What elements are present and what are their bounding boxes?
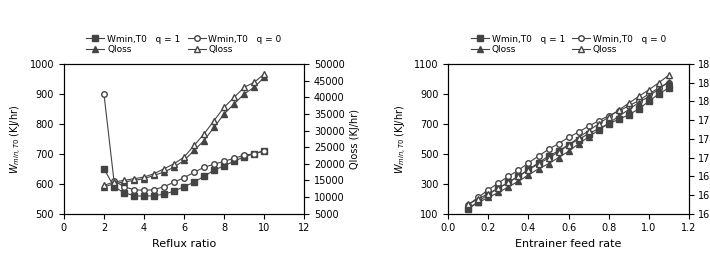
Y-axis label: $W_{min,T0}$ (KJ/hr): $W_{min,T0}$ (KJ/hr): [9, 104, 24, 174]
Y-axis label: Qloss (KJ/hr): Qloss (KJ/hr): [350, 109, 361, 169]
X-axis label: Entrainer feed rate: Entrainer feed rate: [515, 239, 622, 249]
X-axis label: Reflux ratio: Reflux ratio: [152, 239, 216, 249]
Legend: Wmin,T0   q = 1, Qloss, Wmin,T0   q = 0, Qloss: Wmin,T0 q = 1, Qloss, Wmin,T0 q = 0, Qlo…: [467, 31, 670, 58]
Legend: Wmin,T0   q = 1, Qloss, Wmin,T0   q = 0, Qloss: Wmin,T0 q = 1, Qloss, Wmin,T0 q = 0, Qlo…: [83, 31, 285, 58]
Y-axis label: $W_{min,T0}$ (KJ/hr): $W_{min,T0}$ (KJ/hr): [393, 104, 409, 174]
